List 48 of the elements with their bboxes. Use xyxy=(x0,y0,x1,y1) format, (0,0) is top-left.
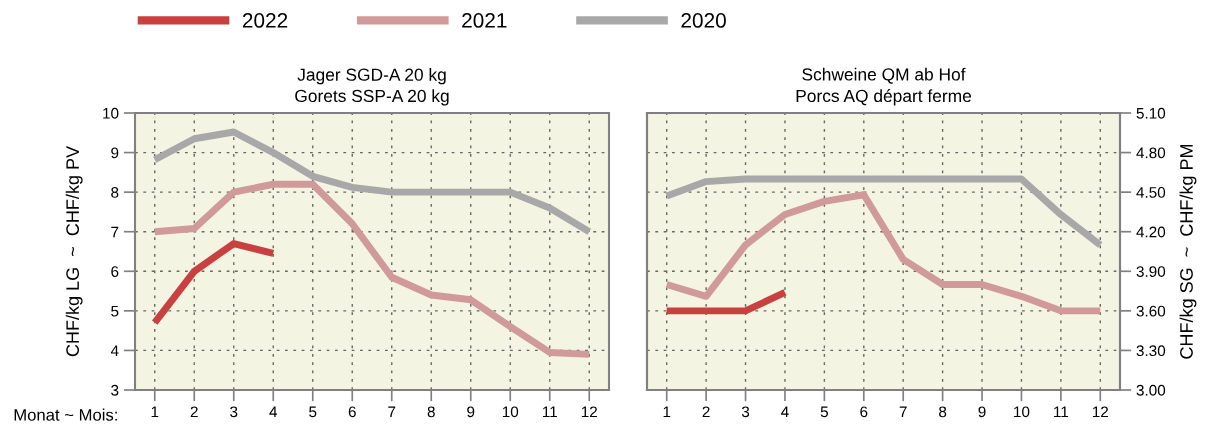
y2-tick-label: 3.90 xyxy=(1136,266,1166,277)
y-tick-label: 8 xyxy=(111,187,119,198)
x-tick-label: 5 xyxy=(820,406,828,418)
y2-axis-title: CHF/kg SG ~ CHF/kg PM xyxy=(1179,144,1197,359)
x-tick-label: 2 xyxy=(702,406,710,418)
y2-tick-label: 4.50 xyxy=(1136,187,1166,198)
x-tick-label: 4 xyxy=(269,406,278,418)
x-tick-label: 6 xyxy=(348,406,356,418)
y-tick-label: 3 xyxy=(111,384,119,396)
x-tick-label: 6 xyxy=(860,406,868,418)
x-tick-label: 10 xyxy=(502,406,519,418)
x-tick-label: 2 xyxy=(190,406,198,418)
y-tick-label: 5 xyxy=(111,305,119,317)
x-tick-label: 9 xyxy=(978,406,986,418)
legend-label: 2020 xyxy=(681,13,726,28)
y2-tick-label: 5.10 xyxy=(1136,107,1166,119)
x-tick-label: 8 xyxy=(939,406,947,418)
y-tick-label: 7 xyxy=(111,226,119,238)
x-axis-title: Monat ~ Mois: xyxy=(14,408,117,421)
y-tick-label: 9 xyxy=(111,147,119,159)
chart-title: Schweine QM ab Hof Porcs AQ départ ferme xyxy=(796,67,972,106)
y2-tick-label: 3.00 xyxy=(1136,384,1166,396)
x-tick-label: 4 xyxy=(781,406,789,418)
x-tick-label: 11 xyxy=(542,406,557,418)
legend-label: 2021 xyxy=(462,13,507,28)
legend-label: 2022 xyxy=(242,13,288,28)
y-tick-label: 10 xyxy=(103,107,119,119)
x-tick-label: 7 xyxy=(899,406,907,418)
x-tick-label: 9 xyxy=(467,406,475,418)
y2-tick-label: 4.80 xyxy=(1136,147,1166,159)
x-tick-label: 11 xyxy=(1054,406,1069,418)
x-tick-label: 10 xyxy=(1014,406,1030,418)
x-tick-label: 12 xyxy=(1092,406,1109,418)
x-tick-label: 1 xyxy=(151,406,159,418)
x-tick-label: 8 xyxy=(427,406,435,418)
y2-tick-label: 3.30 xyxy=(1136,345,1166,357)
x-tick-label: 1 xyxy=(663,406,671,418)
x-tick-label: 12 xyxy=(581,406,597,418)
x-tick-label: 3 xyxy=(230,406,238,418)
x-tick-label: 3 xyxy=(741,406,750,418)
y-axis-title: CHF/kg LG ~ CHF/kg PV xyxy=(65,145,83,357)
x-tick-label: 7 xyxy=(388,406,396,418)
y-tick-label: 6 xyxy=(111,266,119,277)
x-tick-label: 5 xyxy=(309,406,317,418)
y-tick-label: 4 xyxy=(110,345,119,356)
chart-title: Jager SGD-A 20 kg Gorets SSP-A 20 kg xyxy=(295,68,449,106)
y2-tick-label: 4.20 xyxy=(1136,226,1166,238)
y2-tick-label: 3.60 xyxy=(1136,305,1166,317)
